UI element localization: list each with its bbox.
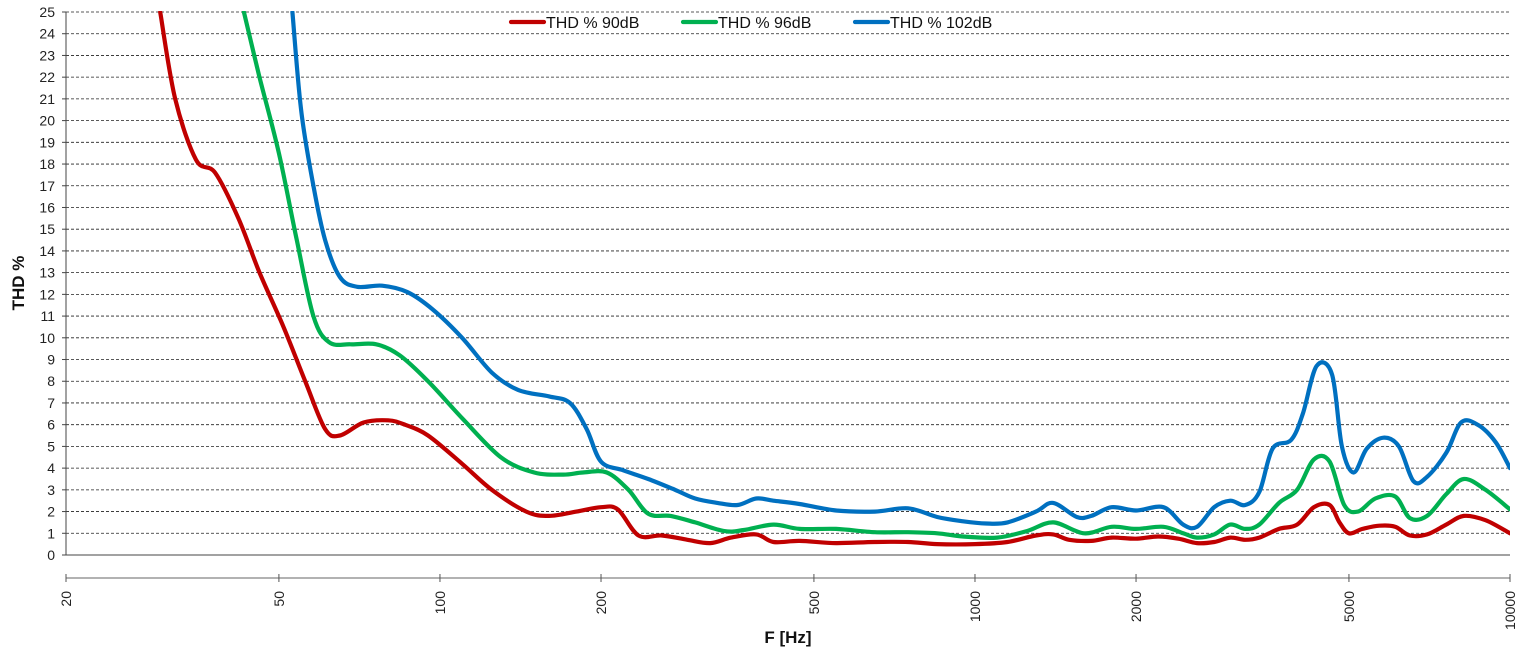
y-tick-label-14: 14 bbox=[39, 243, 55, 259]
legend-label-2: THD % 96dB bbox=[718, 15, 811, 32]
y-tick-label-17: 17 bbox=[39, 178, 55, 194]
y-tick-label-20: 20 bbox=[39, 113, 55, 129]
y-tick-label-19: 19 bbox=[39, 134, 55, 150]
y-tick-label-23: 23 bbox=[39, 47, 55, 63]
y-tick-label-1: 1 bbox=[47, 525, 55, 541]
y-tick-label-0: 0 bbox=[47, 547, 55, 563]
y-tick-label-22: 22 bbox=[39, 69, 55, 85]
y-tick-label-12: 12 bbox=[39, 286, 55, 302]
y-tick-label-13: 13 bbox=[39, 265, 55, 281]
x-tick-label-500: 500 bbox=[806, 591, 822, 615]
y-tick-label-3: 3 bbox=[47, 482, 55, 498]
axes bbox=[65, 12, 1510, 579]
x-axis-title: F [Hz] bbox=[764, 628, 811, 647]
legend-label-1: THD % 90dB bbox=[546, 15, 639, 32]
y-axis-title: THD % bbox=[9, 256, 28, 311]
series-line-3 bbox=[290, 11, 1510, 531]
y-tick-labels: 0123456789101112131415161718192021222324… bbox=[39, 4, 66, 563]
y-tick-label-8: 8 bbox=[47, 373, 55, 389]
x-tick-label-20: 20 bbox=[58, 591, 74, 607]
y-tick-label-21: 21 bbox=[39, 91, 55, 107]
y-tick-label-5: 5 bbox=[47, 438, 55, 454]
series-line-1 bbox=[158, 11, 1510, 547]
y-tick-label-6: 6 bbox=[47, 417, 55, 433]
series-lines bbox=[158, 11, 1510, 547]
y-tick-label-15: 15 bbox=[39, 221, 55, 237]
x-tick-label-50: 50 bbox=[271, 591, 287, 607]
x-tick-label-10000: 10000 bbox=[1502, 591, 1516, 630]
y-tick-label-7: 7 bbox=[47, 395, 55, 411]
x-tick-labels: 20 50 100 200 500 1000 2000 5000 10000 bbox=[58, 574, 1516, 630]
y-tick-label-4: 4 bbox=[47, 460, 55, 476]
x-tick-label-1000: 1000 bbox=[967, 591, 983, 622]
x-tick-label-200: 200 bbox=[593, 591, 609, 615]
grid-lines bbox=[66, 11, 1510, 534]
y-tick-label-11: 11 bbox=[40, 308, 55, 324]
y-tick-label-16: 16 bbox=[39, 199, 55, 215]
y-tick-label-10: 10 bbox=[39, 330, 55, 346]
y-tick-label-18: 18 bbox=[39, 156, 55, 172]
y-tick-label-9: 9 bbox=[47, 352, 55, 368]
legend-label-3: THD % 102dB bbox=[890, 15, 992, 32]
x-tick-label-2000: 2000 bbox=[1128, 591, 1144, 622]
y-tick-label-24: 24 bbox=[39, 26, 55, 42]
legend: THD % 90dB THD % 96dB THD % 102dB bbox=[508, 15, 992, 32]
y-tick-label-25: 25 bbox=[39, 4, 55, 20]
x-tick-label-5000: 5000 bbox=[1341, 591, 1357, 622]
y-tick-label-2: 2 bbox=[47, 504, 55, 520]
x-tick-label-100: 100 bbox=[432, 591, 448, 615]
series-line-2 bbox=[241, 11, 1510, 541]
